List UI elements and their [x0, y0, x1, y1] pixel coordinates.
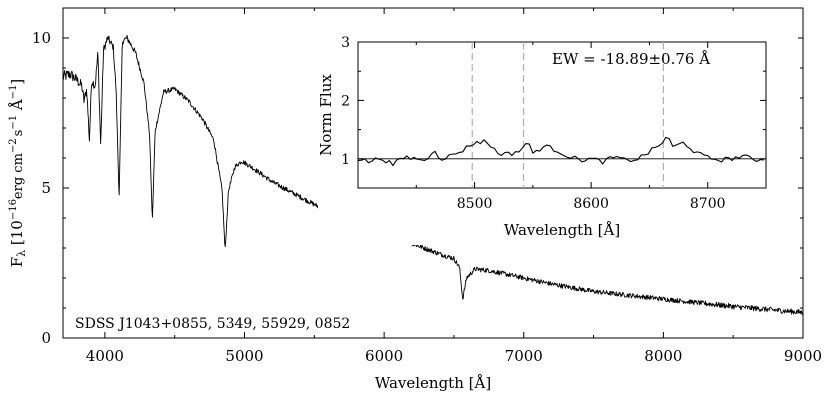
- inset-flux-line: [357, 136, 764, 167]
- main-axis-ticks: [63, 7, 804, 339]
- inset-y-tick-label: 1: [341, 152, 350, 168]
- inset-x-tick-label: 8700: [690, 196, 726, 212]
- spectrum-identifier-label: SDSS J1043+0855, 5349, 55929, 0852: [75, 316, 350, 332]
- main-x-tick-label: 4000: [86, 347, 124, 365]
- main-x-tick-label: 8000: [644, 347, 682, 365]
- main-plot: 4000 5000 6000 7000 8000 9000 0 5 10 Wavelength …: [8, 7, 822, 392]
- main-tick-labels: 4000 5000 6000 7000 8000 9000 0 5 10: [32, 29, 822, 365]
- main-x-axis-label: Wavelength [Å]: [375, 374, 491, 392]
- inset-x-axis-label: Wavelength [Å]: [504, 221, 620, 239]
- inset-tick-labels: 8500 8600 8700 1 2 3: [341, 35, 725, 212]
- main-x-tick-label: 7000: [505, 347, 543, 365]
- spectrum-line: [62, 34, 804, 315]
- inset-x-tick-label: 8500: [457, 196, 493, 212]
- inset-background: [318, 32, 798, 245]
- equivalent-width-label: EW = -18.89±0.76 Å: [552, 50, 710, 68]
- inset-plot: 8500 8600 8700 1 2 3 Wavelength [Å] Norm Flux…: [317, 32, 798, 245]
- inset-plot-frame: [357, 41, 767, 189]
- main-x-tick-label: 6000: [365, 347, 403, 365]
- main-plot-frame: [62, 7, 804, 339]
- main-x-tick-label: 5000: [225, 347, 263, 365]
- main-y-tick-label: 0: [41, 329, 51, 347]
- inset-y-axis-label: Norm Flux: [317, 74, 335, 156]
- inset-y-tick-label: 2: [341, 93, 350, 109]
- main-y-tick-label: 5: [41, 179, 51, 197]
- inset-y-tick-label: 3: [341, 35, 350, 51]
- main-x-tick-label: 9000: [784, 347, 822, 365]
- inset-axis-ticks: [358, 41, 767, 188]
- main-y-tick-label: 10: [32, 29, 51, 47]
- main-y-axis-label: Fλ [10−16erg cm−2s−1 Å−1]: [8, 79, 28, 268]
- inset-x-tick-label: 8600: [573, 196, 609, 212]
- inset-reference-lines: [471, 42, 665, 188]
